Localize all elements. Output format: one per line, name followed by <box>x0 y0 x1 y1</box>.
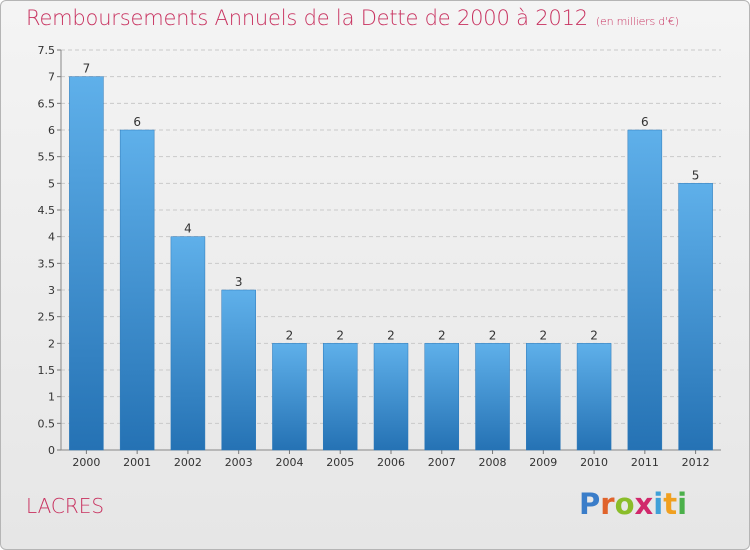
bar-2000 <box>69 76 104 451</box>
y-tick-label: 3 <box>48 284 55 297</box>
bar-2003 <box>221 289 256 451</box>
y-tick-label: 1 <box>48 391 55 404</box>
x-tick-label-2004: 2004 <box>275 456 303 469</box>
bar-2011 <box>627 129 663 451</box>
bar-2010 <box>576 343 612 451</box>
bar-2008 <box>475 343 510 451</box>
x-tick-label-2001: 2001 <box>123 456 151 469</box>
bar-2007 <box>424 343 460 451</box>
chart-title: Remboursements Annuels de la Dette de 20… <box>26 6 679 30</box>
data-label-2006: 2 <box>387 328 395 342</box>
bar-2009 <box>526 343 561 451</box>
logo-letter: o <box>614 487 635 521</box>
logo-letter: i <box>677 487 688 521</box>
logo-letter: i <box>653 487 664 521</box>
x-tick-label-2010: 2010 <box>580 456 608 469</box>
y-tick-label: 2.5 <box>38 311 56 324</box>
data-label-2008: 2 <box>489 328 497 342</box>
data-label-2012: 5 <box>692 168 700 182</box>
data-label-2003: 3 <box>235 275 243 289</box>
data-label-2011: 6 <box>641 115 649 129</box>
logo-letter: t <box>663 487 678 521</box>
x-tick-label-2006: 2006 <box>377 456 405 469</box>
data-label-2004: 2 <box>286 328 294 342</box>
y-tick-label: 6.5 <box>38 97 56 110</box>
bar-2006 <box>373 343 409 451</box>
logo-letter: x <box>634 487 654 521</box>
y-tick-label: 5 <box>48 177 55 190</box>
commune-name: LACRES <box>26 494 105 518</box>
data-label-2005: 2 <box>336 328 344 342</box>
y-tick-label: 0 <box>48 444 55 457</box>
x-tick-label-2002: 2002 <box>174 456 202 469</box>
data-label-2007: 2 <box>438 328 446 342</box>
data-label-2010: 2 <box>590 328 598 342</box>
y-tick-label: 4.5 <box>38 204 56 217</box>
data-labels: 7 6 4 3 2 2 2 2 2 2 2 6 5 <box>83 62 700 343</box>
x-tick-label-2011: 2011 <box>631 456 659 469</box>
x-tick-label-2005: 2005 <box>326 456 354 469</box>
bars <box>69 76 713 451</box>
bar-2012 <box>678 183 713 451</box>
y-tick-label: 5.5 <box>38 151 56 164</box>
data-label-2002: 4 <box>184 222 192 236</box>
data-label-2009: 2 <box>539 328 547 342</box>
x-tick-label-2008: 2008 <box>479 456 507 469</box>
bar-2005 <box>322 343 358 451</box>
chart-title-text: Remboursements Annuels de la Dette de 20… <box>26 6 588 30</box>
chart-subtitle: (en milliers d'€) <box>595 15 679 28</box>
y-tick-label: 0.5 <box>38 417 56 430</box>
data-label-2000: 7 <box>83 62 91 76</box>
y-tick-label: 7.5 <box>38 44 56 57</box>
x-tick-label-2007: 2007 <box>428 456 456 469</box>
y-tick-label: 7 <box>48 71 55 84</box>
x-tick-label-2009: 2009 <box>529 456 557 469</box>
y-tick-label: 1.5 <box>38 364 56 377</box>
x-tick-label-2012: 2012 <box>682 456 710 469</box>
logo-letter: P <box>579 487 601 521</box>
y-tick-label: 2 <box>48 337 55 350</box>
x-tick-label-2003: 2003 <box>225 456 253 469</box>
bar-2004 <box>272 343 307 451</box>
bar-2001 <box>119 129 155 451</box>
x-tick-label-2000: 2000 <box>72 456 100 469</box>
y-tick-label: 4 <box>48 231 55 244</box>
logo-letter: r <box>600 487 615 521</box>
data-label-2001: 6 <box>133 115 141 129</box>
proxiti-logo[interactable]: Proxiti <box>579 487 687 521</box>
bar-2002 <box>170 236 206 451</box>
y-tick-label: 3.5 <box>38 257 56 270</box>
y-tick-label: 6 <box>48 124 55 137</box>
